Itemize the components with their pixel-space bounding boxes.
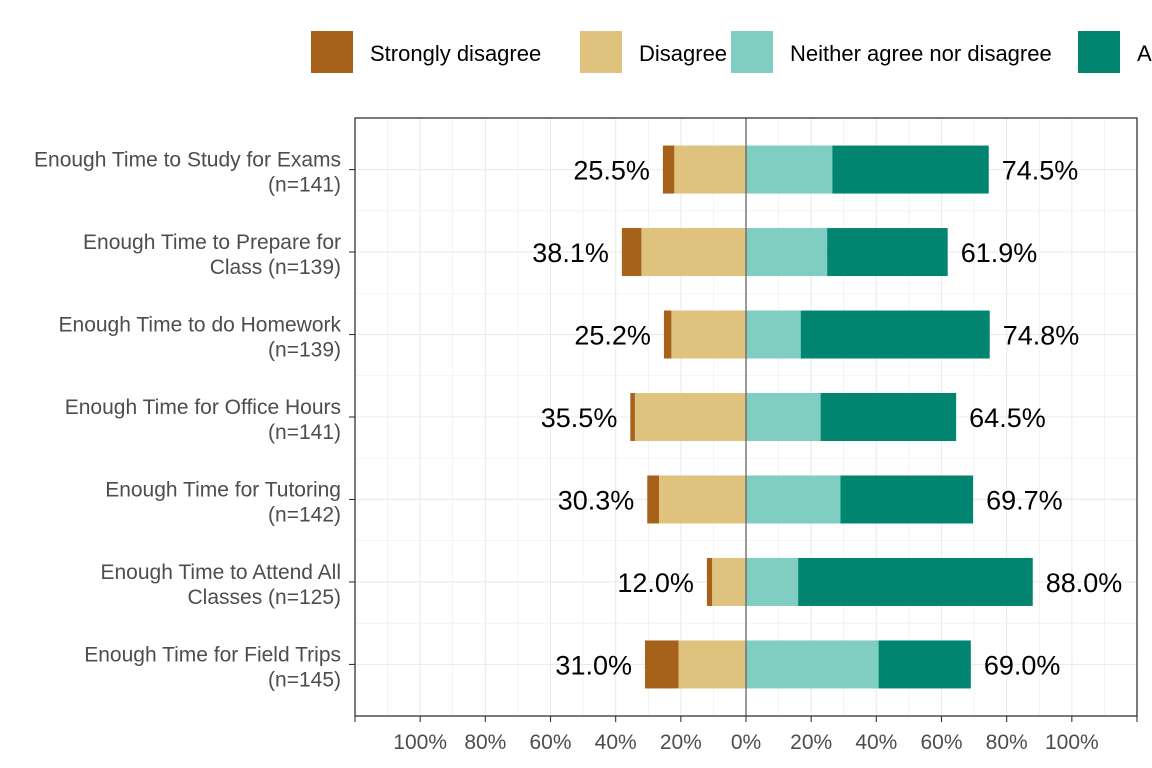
- left-percent-label: 12.0%: [617, 568, 694, 598]
- bar-group: [621, 228, 948, 277]
- category-label: Enough Time for Tutoring (n=142): [105, 478, 341, 526]
- bar-segment-neither: [746, 475, 841, 524]
- bar-segment-agree: [798, 557, 1033, 606]
- category-label: Enough Time to Prepare for Class (n=139): [83, 231, 341, 279]
- x-tick-label: 20%: [790, 731, 832, 754]
- bar-segment-disagree: [678, 640, 746, 689]
- x-axis: 100% 80% 60% 40% 20% 0% 20% 40% 60% 80% 100%: [354, 716, 1138, 754]
- category-label: Enough Time for Field Trips (n=145): [84, 643, 341, 691]
- bar-segment-agree: [800, 310, 990, 359]
- legend-label: Agree: [1137, 41, 1152, 66]
- category-label-line: (n=139): [268, 339, 341, 362]
- bar-segment-neither: [746, 557, 799, 606]
- plot-panel: 25.5% 74.5% 38.1% 61.9% 25.2% 74.8% 35.5% 64.5%…: [354, 117, 1138, 717]
- bar-group: [647, 475, 974, 524]
- legend-item: Strongly disagree: [311, 31, 541, 73]
- bar-segment-strongly-disagree: [630, 393, 635, 441]
- category-label-line: Enough Time to Attend All: [101, 561, 342, 584]
- bar-segment-neither: [746, 393, 821, 441]
- bar-group: [630, 393, 957, 441]
- bar-segment-disagree: [659, 475, 746, 524]
- bar-group: [663, 310, 990, 359]
- bar-group: [644, 640, 971, 689]
- x-tick-label: 100%: [1045, 731, 1099, 754]
- left-percent-label: 38.1%: [532, 238, 609, 268]
- category-label: Enough Time to Attend All Classes (n=125): [101, 561, 342, 609]
- bar-segment-neither: [746, 640, 879, 689]
- legend-item: Agree: [1078, 31, 1152, 73]
- bar-segment-disagree: [634, 393, 746, 441]
- category-label-line: Enough Time for Field Trips: [84, 643, 341, 666]
- right-percent-label: 74.8%: [1003, 321, 1080, 351]
- right-percent-label: 88.0%: [1046, 568, 1123, 598]
- x-tick-label: 20%: [660, 731, 702, 754]
- right-percent-label: 74.5%: [1002, 156, 1079, 186]
- bar-segment-neither: [746, 228, 828, 277]
- bar-segment-strongly-disagree: [663, 310, 672, 359]
- x-tick-label: 60%: [529, 731, 571, 754]
- category-label: Enough Time to Study for Exams (n=141): [34, 149, 341, 197]
- bar-segment-strongly-disagree: [662, 145, 675, 194]
- bar-segment-disagree: [712, 557, 746, 606]
- category-label-line: (n=141): [268, 421, 341, 444]
- left-percent-label: 35.5%: [541, 403, 618, 433]
- right-percent-label: 69.7%: [986, 485, 1063, 515]
- bar-segment-disagree: [641, 228, 746, 277]
- legend-swatch: [1078, 31, 1120, 73]
- category-label-line: Classes (n=125): [188, 586, 342, 609]
- legend-swatch: [311, 31, 353, 73]
- x-tick-label: 0%: [731, 731, 761, 754]
- category-label-line: (n=145): [268, 668, 341, 691]
- x-tick-label: 40%: [595, 731, 637, 754]
- x-tick-label: 80%: [464, 731, 506, 754]
- right-percent-label: 64.5%: [969, 403, 1046, 433]
- left-percent-label: 25.2%: [574, 321, 651, 351]
- x-tick-label: 40%: [855, 731, 897, 754]
- bar-segment-disagree: [671, 310, 746, 359]
- bar-segment-neither: [746, 310, 801, 359]
- bar-segment-strongly-disagree: [647, 475, 660, 524]
- bar-segment-agree: [878, 640, 971, 689]
- category-label: Enough Time to do Homework (n=139): [59, 314, 342, 362]
- x-tick-label: 80%: [986, 731, 1028, 754]
- legend: Strongly disagree Disagree Neither agree n…: [311, 31, 1152, 73]
- bar-group: [706, 557, 1033, 606]
- legend-label: Neither agree nor disagree: [790, 41, 1052, 66]
- category-label-line: Enough Time to Prepare for: [83, 231, 341, 254]
- category-label: Enough Time for Office Hours (n=141): [65, 396, 341, 444]
- category-label-line: Enough Time to do Homework: [59, 314, 342, 337]
- legend-label: Disagree: [639, 41, 727, 66]
- bar-segment-agree: [820, 393, 957, 441]
- legend-label: Strongly disagree: [370, 41, 541, 66]
- left-percent-label: 25.5%: [573, 156, 650, 186]
- x-tick-label: 60%: [920, 731, 962, 754]
- category-label-line: Enough Time to Study for Exams: [34, 149, 341, 172]
- right-percent-label: 69.0%: [984, 650, 1061, 680]
- bar-segment-neither: [746, 145, 833, 194]
- category-label-line: (n=142): [268, 503, 341, 526]
- legend-swatch: [580, 31, 622, 73]
- bar-segment-strongly-disagree: [706, 557, 713, 606]
- bar-group: [662, 145, 989, 194]
- category-label-line: (n=141): [268, 174, 341, 197]
- category-label-line: Enough Time for Office Hours: [65, 396, 341, 419]
- category-label-line: Class (n=139): [210, 256, 341, 279]
- legend-swatch: [731, 31, 773, 73]
- bar-segment-strongly-disagree: [644, 640, 679, 689]
- bar-segment-strongly-disagree: [621, 228, 642, 277]
- left-percent-label: 30.3%: [558, 485, 635, 515]
- category-label-line: Enough Time for Tutoring: [105, 478, 341, 501]
- bar-segment-agree: [832, 145, 989, 194]
- right-percent-label: 61.9%: [961, 238, 1038, 268]
- bar-segment-agree: [827, 228, 948, 277]
- legend-item: Neither agree nor disagree: [731, 31, 1052, 73]
- bar-segment-agree: [840, 475, 974, 524]
- category-labels: Enough Time to Study for Exams (n=141)Eno…: [34, 149, 355, 691]
- left-percent-label: 31.0%: [555, 650, 632, 680]
- bar-segment-disagree: [674, 145, 746, 194]
- legend-item: Disagree: [580, 31, 727, 73]
- x-tick-label: 100%: [393, 731, 447, 754]
